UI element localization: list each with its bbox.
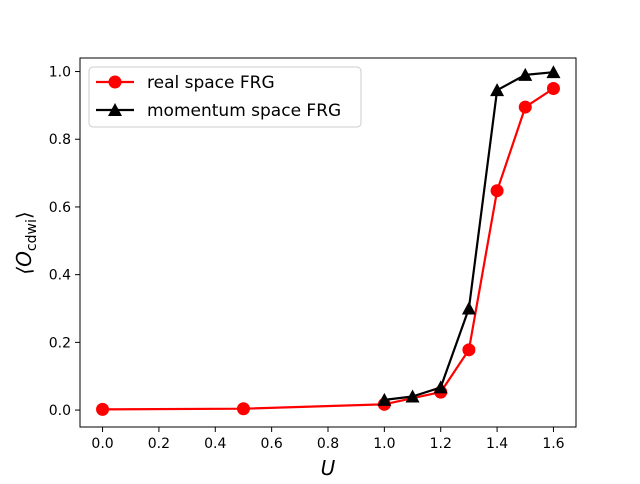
y-axis-label-main: ⟨O xyxy=(12,251,36,275)
legend-label-momentum-space: momentum space FRG xyxy=(147,101,341,121)
data-point-circle xyxy=(518,100,532,114)
y-tick-label: 1.0 xyxy=(49,65,71,81)
y-axis-label-end: ⟩ xyxy=(12,211,36,219)
y-tick-label: 0.2 xyxy=(49,335,71,351)
y-axis-label: ⟨Ocdwi⟩ xyxy=(12,211,40,274)
data-point-circle xyxy=(236,402,250,416)
x-tick-label: 0.6 xyxy=(261,436,283,452)
data-point-circle xyxy=(490,184,504,198)
legend-label-real-space: real space FRG xyxy=(147,73,275,93)
x-tick-label: 1.2 xyxy=(430,436,452,452)
y-axis-label-subscript: cdwi xyxy=(24,219,40,251)
data-point-circle xyxy=(96,402,110,416)
x-tick-label: 0.0 xyxy=(91,436,113,452)
y-tick-label: 0.8 xyxy=(49,132,71,148)
data-point-triangle xyxy=(518,67,533,81)
x-tick-label: 0.2 xyxy=(148,436,170,452)
x-tick-label: 0.8 xyxy=(317,436,339,452)
y-tick-label: 0.0 xyxy=(49,403,71,419)
data-point-triangle xyxy=(461,301,476,315)
y-tick-label: 0.6 xyxy=(49,200,71,216)
series-layer xyxy=(96,65,561,416)
y-tick-label: 0.4 xyxy=(49,268,71,284)
legend-marker-triangle xyxy=(108,103,122,116)
data-point-circle xyxy=(546,81,560,95)
x-tick-label: 1.0 xyxy=(373,436,395,452)
y-axis-ticks: 0.0 0.2 0.4 0.6 0.8 1.0 xyxy=(49,65,80,419)
data-point-triangle xyxy=(377,392,392,406)
x-tick-label: 0.4 xyxy=(204,436,226,452)
x-tick-label: 1.4 xyxy=(486,436,508,452)
legend-marker-circle xyxy=(108,75,122,89)
series-line xyxy=(102,87,555,411)
data-point-triangle xyxy=(490,83,505,97)
legend-box xyxy=(88,66,362,128)
data-point-triangle xyxy=(546,65,561,79)
x-axis-ticks: 0.0 0.2 0.4 0.6 0.8 1.0 1.2 1.4 1.6 xyxy=(91,427,565,452)
x-tick-label: 1.6 xyxy=(542,436,564,452)
legend: real space FRG momentum space FRG xyxy=(88,66,362,128)
series-momentum-space xyxy=(377,65,561,406)
data-point-triangle xyxy=(405,389,420,403)
data-point-triangle xyxy=(433,380,448,394)
series-real-space xyxy=(96,81,560,416)
x-axis-label: U xyxy=(321,456,336,480)
data-point-circle xyxy=(462,343,476,357)
